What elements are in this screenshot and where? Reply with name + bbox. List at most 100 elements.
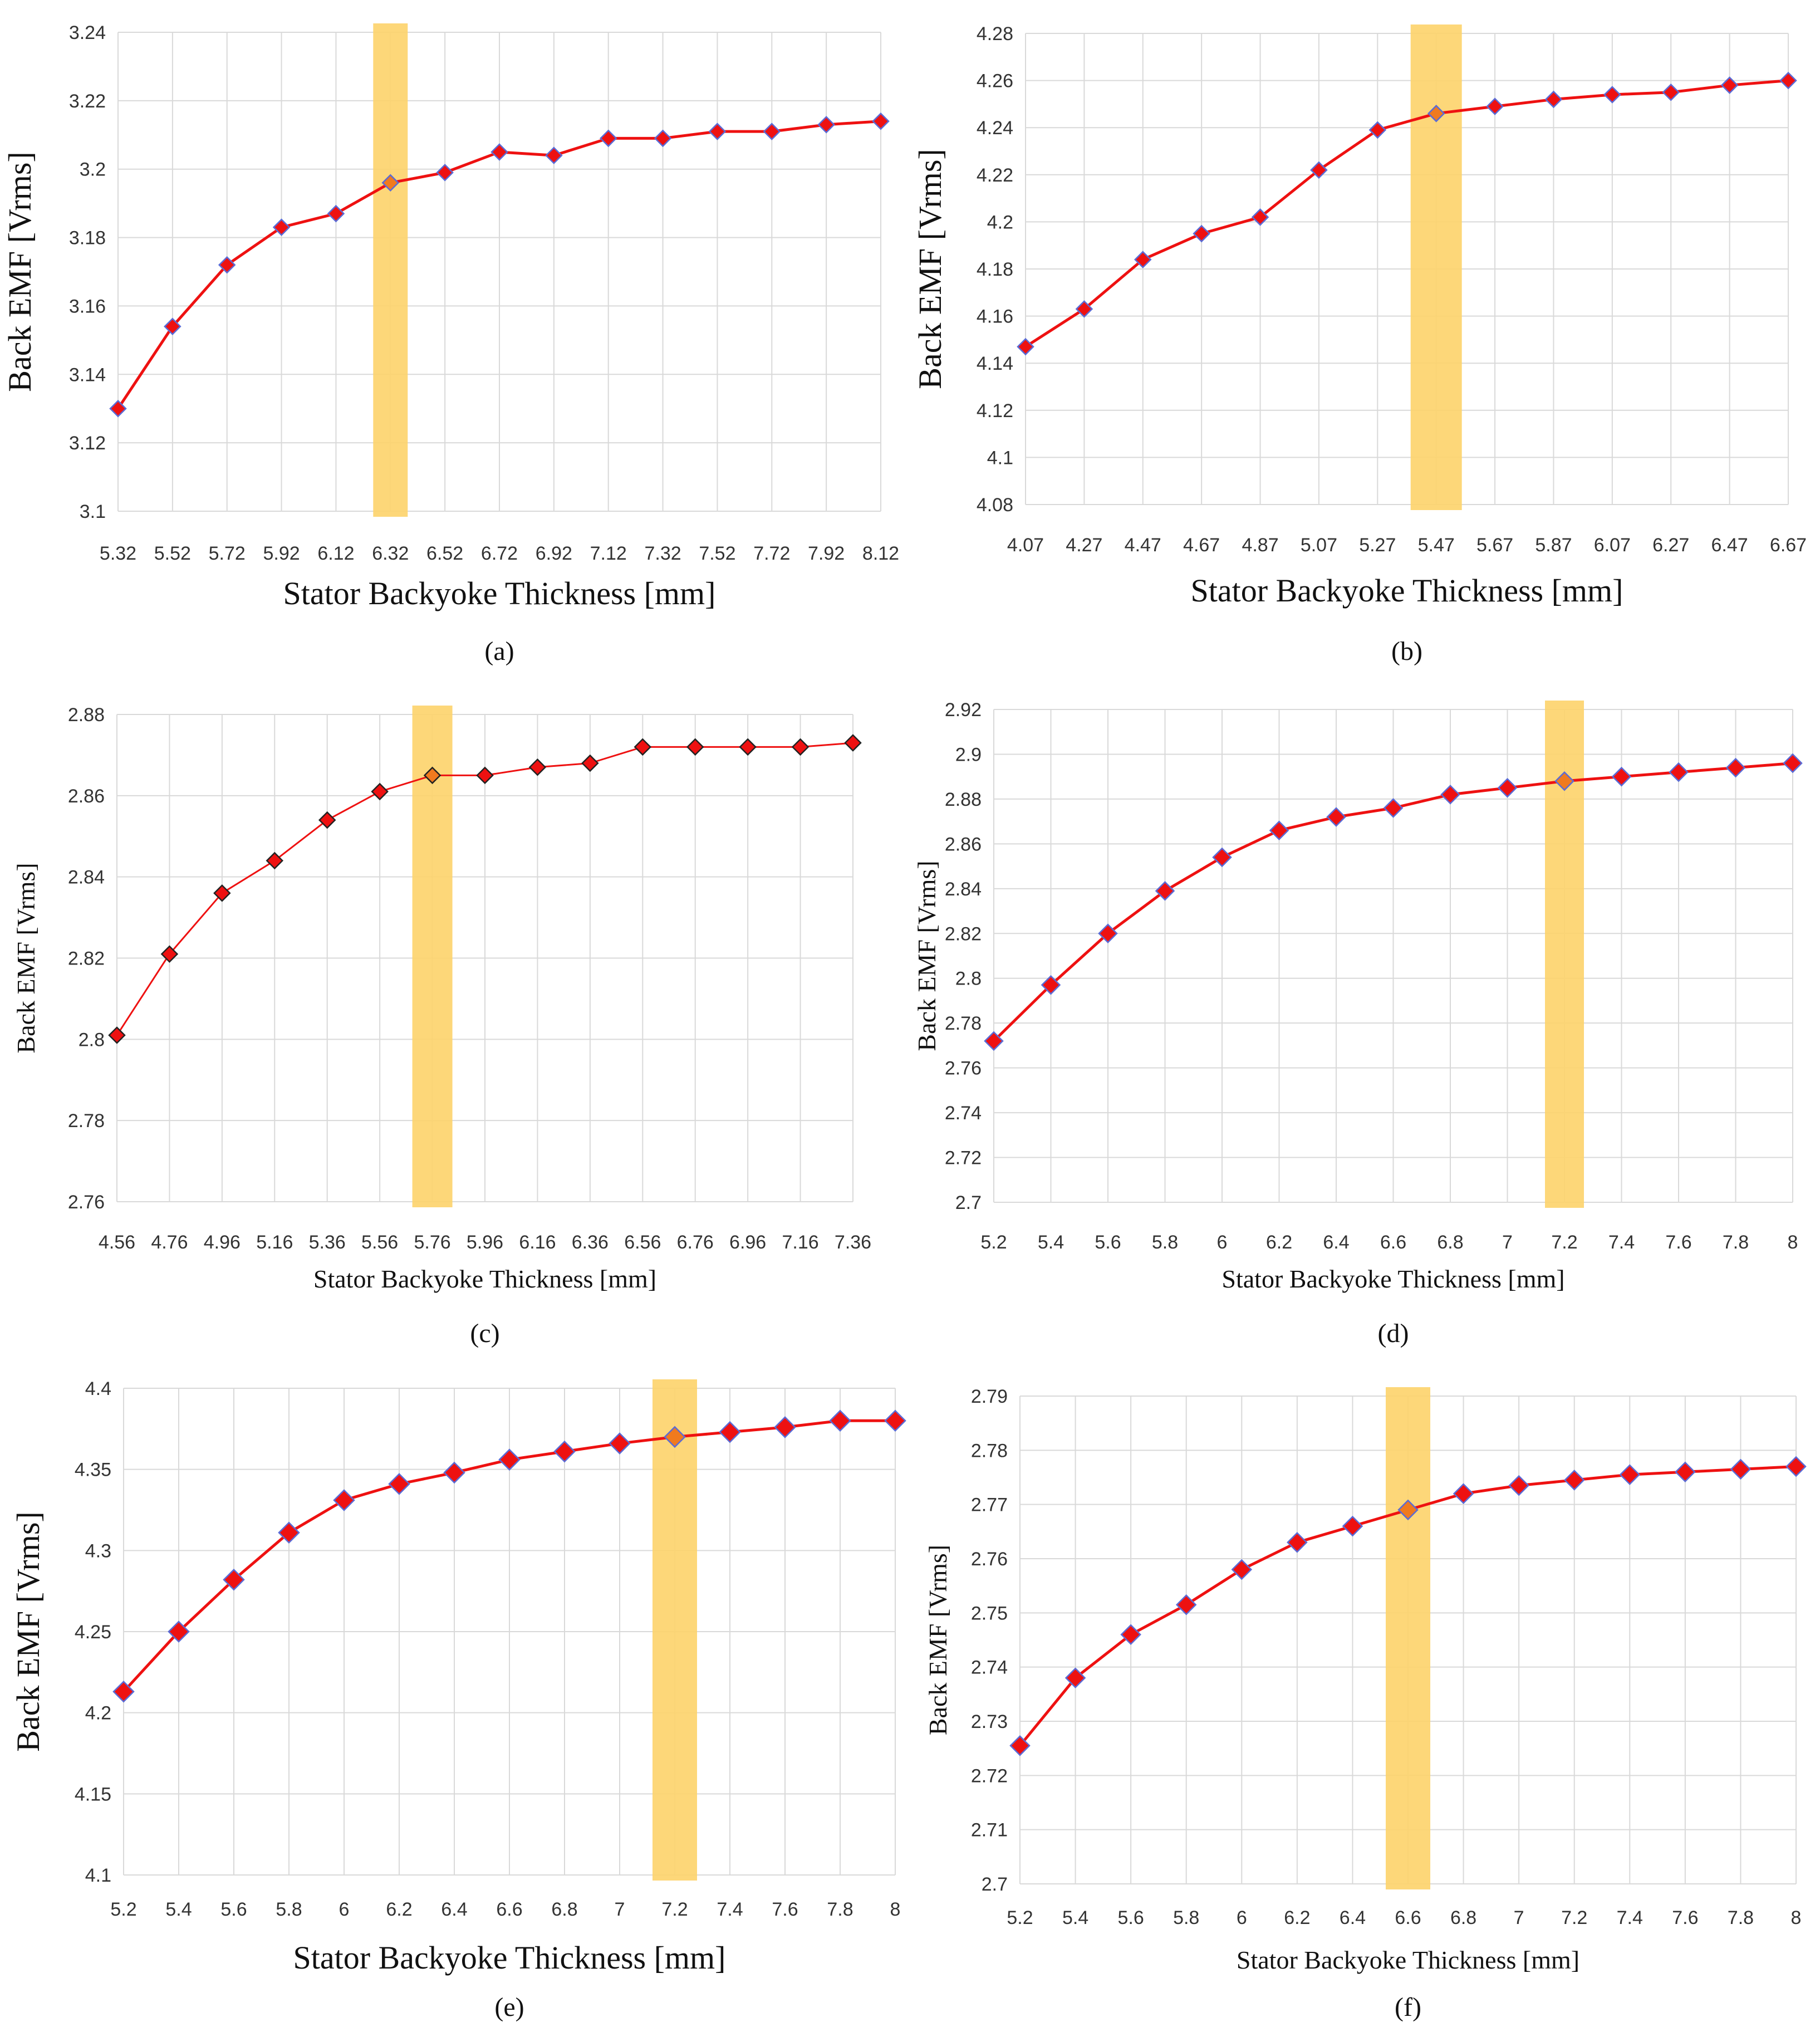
x-tick-label: 5.87 (1535, 535, 1572, 556)
data-point-marker (1725, 757, 1746, 778)
data-point-marker (1342, 1515, 1363, 1537)
data-point-marker (1619, 1464, 1641, 1485)
x-tick-label: 7 (1514, 1907, 1524, 1928)
data-point-marker (1310, 161, 1328, 179)
x-axis-title: Stator Backyoke Thickness [mm] (283, 575, 716, 611)
y-tick-label: 2.76 (971, 1549, 1008, 1570)
data-point-marker (490, 143, 508, 161)
data-point-marker (1611, 766, 1632, 787)
data-point-marker (1212, 847, 1232, 868)
data-point-marker (1486, 97, 1504, 115)
x-tick-label: 6.6 (1380, 1232, 1406, 1253)
data-point-marker (1009, 1735, 1031, 1756)
data-point-marker (160, 945, 179, 963)
x-tick-label: 7.2 (1551, 1232, 1577, 1253)
data-point-marker (108, 1026, 126, 1044)
data-point-marker (1783, 753, 1803, 773)
x-tick-label: 7.6 (1665, 1232, 1691, 1253)
data-point-marker (1730, 1458, 1752, 1480)
x-tick-label: 5.92 (263, 543, 300, 564)
y-tick-label: 2.77 (971, 1495, 1008, 1516)
data-point-marker (1544, 90, 1563, 109)
y-tick-label: 2.72 (971, 1765, 1008, 1786)
x-axis-title: Stator Backyoke Thickness [mm] (1237, 1946, 1579, 1974)
y-tick-label: 2.76 (68, 1192, 105, 1213)
x-tick-label: 5.76 (414, 1232, 450, 1253)
y-tick-label: 3.14 (69, 364, 106, 385)
data-point-marker (436, 164, 454, 182)
data-point-marker (774, 1416, 796, 1438)
y-axis-title: Back EMF [Vrms] (924, 1545, 952, 1735)
data-point-marker (1427, 105, 1445, 123)
x-tick-label: 5.67 (1476, 535, 1513, 556)
x-tick-label: 6.47 (1711, 535, 1748, 556)
x-tick-label: 4.27 (1066, 535, 1102, 556)
x-tick-label: 7.8 (827, 1899, 853, 1920)
y-tick-label: 4.2 (987, 212, 1013, 233)
x-tick-label: 6.36 (572, 1232, 609, 1253)
data-point-marker (664, 1426, 686, 1448)
data-point-marker (686, 738, 704, 756)
optimal-highlight-band (1386, 1387, 1430, 1889)
data-point-marker (388, 1473, 410, 1495)
y-tick-label: 3.1 (80, 501, 106, 522)
y-axis-title: Back EMF [Vrms] (10, 1511, 46, 1751)
y-tick-label: 3.2 (80, 159, 106, 180)
y-tick-label: 2.78 (971, 1440, 1008, 1461)
x-tick-label: 6.2 (1284, 1907, 1310, 1928)
y-tick-label: 2.76 (945, 1058, 982, 1079)
x-tick-label: 6.4 (441, 1899, 467, 1920)
data-point-marker (1497, 778, 1518, 798)
y-tick-label: 2.88 (945, 789, 982, 810)
y-tick-label: 3.24 (69, 22, 106, 43)
data-point-marker (1563, 1470, 1585, 1491)
optimal-highlight-band (1410, 25, 1462, 510)
data-point-marker (1785, 1456, 1807, 1477)
x-tick-label: 7.4 (1608, 1232, 1635, 1253)
x-tick-label: 7.4 (1617, 1907, 1643, 1928)
optimal-highlight-band (412, 706, 453, 1207)
y-tick-label: 4.3 (85, 1540, 111, 1561)
data-point-marker (1383, 798, 1404, 818)
panel-caption: (e) (494, 1992, 524, 2022)
x-tick-label: 5.32 (100, 543, 136, 564)
data-point-marker (984, 1031, 1004, 1051)
x-axis-title: Stator Backyoke Thickness [mm] (1191, 572, 1623, 609)
y-tick-label: 2.9 (955, 744, 982, 765)
x-tick-label: 6.4 (1323, 1232, 1349, 1253)
data-point-marker (1155, 881, 1175, 901)
data-point-marker (708, 123, 727, 140)
data-point-marker (1017, 337, 1034, 356)
data-point-marker (829, 1409, 851, 1432)
data-point-marker (333, 1489, 355, 1511)
data-point-marker (218, 256, 236, 274)
data-point-marker (223, 1569, 245, 1591)
data-point-marker (1397, 1499, 1419, 1521)
y-tick-label: 4.22 (977, 165, 1013, 186)
x-tick-label: 7.6 (1672, 1907, 1698, 1928)
data-point-marker (168, 1620, 190, 1643)
data-point-marker (1603, 86, 1621, 104)
panel-caption: (f) (1395, 1992, 1421, 2022)
y-tick-label: 2.84 (945, 879, 982, 900)
data-point-marker (1368, 121, 1387, 139)
y-tick-label: 2.79 (971, 1386, 1008, 1407)
x-tick-label: 5.47 (1418, 535, 1455, 556)
x-tick-label: 7.32 (644, 543, 681, 564)
x-tick-label: 5.4 (1038, 1232, 1064, 1253)
data-point-marker (1041, 975, 1061, 995)
data-point-marker (1440, 785, 1460, 805)
y-tick-label: 4.18 (977, 259, 1013, 280)
data-point-marker (1453, 1483, 1474, 1504)
y-tick-label: 2.78 (68, 1110, 105, 1132)
optimal-highlight-band (373, 23, 408, 517)
x-tick-label: 5.2 (110, 1899, 136, 1920)
x-tick-label: 4.56 (99, 1232, 135, 1253)
x-tick-label: 5.4 (165, 1899, 192, 1920)
y-tick-label: 4.1 (987, 447, 1013, 468)
x-tick-label: 4.96 (204, 1232, 241, 1253)
x-tick-label: 5.27 (1359, 535, 1396, 556)
y-axis-title: Back EMF [Vrms] (2, 151, 38, 391)
x-tick-label: 6.2 (386, 1899, 412, 1920)
data-point-marker (1669, 762, 1689, 782)
